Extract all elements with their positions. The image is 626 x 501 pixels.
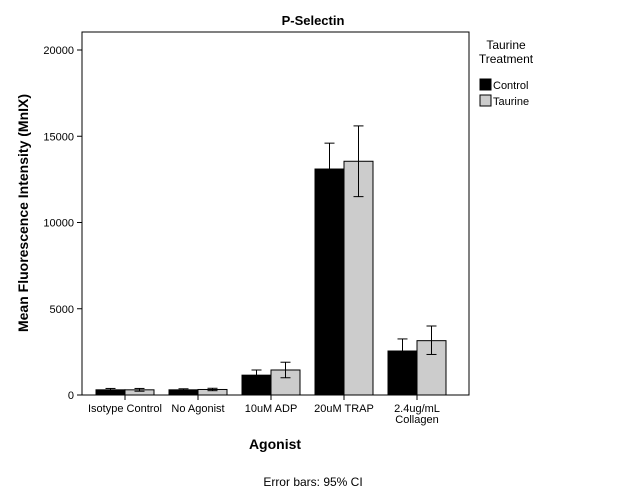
y-tick-label: 5000 <box>50 304 74 316</box>
y-tick-label: 0 <box>68 390 74 402</box>
y-tick-label: 10000 <box>43 218 74 230</box>
x-tick-label: No Agonist <box>171 403 224 415</box>
chart-title: P-Selectin <box>282 13 345 28</box>
y-axis-label: Mean Fluorescence Intensity (MnIX) <box>15 94 31 332</box>
x-axis: Isotype Control No Agonist 10uM ADP 20uM TR… <box>88 395 440 426</box>
bar-taurine <box>343 160 374 396</box>
x-tick-label: Isotype Control <box>88 403 162 415</box>
x-tick-label: 2.4ug/mL <box>394 403 440 415</box>
legend-label-control: Control <box>493 80 528 92</box>
legend-title: Treatment <box>479 52 534 66</box>
y-axis: 0 5000 10000 15000 20000 <box>43 45 82 402</box>
legend-label-taurine: Taurine <box>493 96 529 108</box>
plot-frame <box>81 31 470 396</box>
legend-swatch-taurine <box>479 94 492 107</box>
bar-taurine <box>270 369 301 396</box>
y-tick-label: 20000 <box>43 45 74 57</box>
legend-swatch-control <box>479 78 492 91</box>
error-bars-group <box>105 125 437 392</box>
y-tick-label: 15000 <box>43 131 74 143</box>
x-tick-label: 10uM ADP <box>245 403 298 415</box>
x-tick-label: Collagen <box>395 414 438 426</box>
error-bars-note: Error bars: 95% CI <box>263 475 362 489</box>
bar-control <box>314 168 345 396</box>
x-axis-label: Agonist <box>249 436 301 452</box>
x-tick-label: 20uM TRAP <box>314 403 374 415</box>
legend-title: Taurine <box>486 38 526 52</box>
